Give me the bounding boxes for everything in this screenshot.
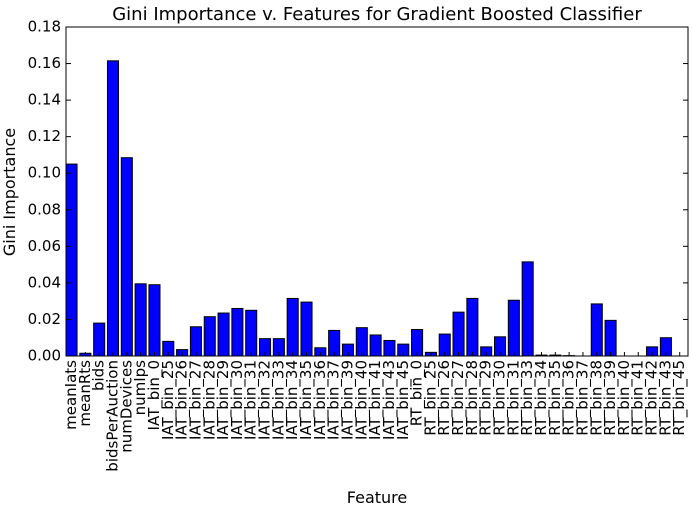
bar-iat-bin-29 xyxy=(218,313,229,356)
bar-rt-bin-38 xyxy=(591,304,602,356)
bar-bids xyxy=(94,323,105,356)
y-tick-label: 0.04 xyxy=(28,273,61,291)
y-tick-label: 0.08 xyxy=(28,200,61,218)
y-tick-label: 0.06 xyxy=(28,237,61,255)
y-tick-label: 0.02 xyxy=(28,310,61,328)
y-tick-label: 0.18 xyxy=(28,18,61,36)
y-tick-label: 0.00 xyxy=(28,347,61,365)
y-tick-label: 0.16 xyxy=(28,54,61,72)
bar-iat-bin-34 xyxy=(287,298,298,356)
y-axis-label: Gini Importance xyxy=(0,128,19,256)
bar-iat-bin-27 xyxy=(190,327,201,356)
y-tick-label: 0.12 xyxy=(28,127,61,145)
bar-bidsperauction xyxy=(107,61,118,356)
chart-title: Gini Importance v. Features for Gradient… xyxy=(112,4,642,25)
bar-iat-bin-30 xyxy=(232,308,243,356)
bar-iat-bin-31 xyxy=(246,310,257,356)
bar-iat-bin-0 xyxy=(149,285,160,356)
bar-iat-bin-35 xyxy=(301,302,312,356)
bar-meaniats xyxy=(66,164,77,356)
x-tick-label: RT_bin_45 xyxy=(670,360,689,436)
x-axis-label: Feature xyxy=(347,488,407,507)
bars xyxy=(66,61,671,356)
bar-rt-bin-27 xyxy=(453,312,464,356)
bar-rt-bin-28 xyxy=(467,298,478,356)
y-tick-label: 0.14 xyxy=(28,91,61,109)
y-tick-label: 0.10 xyxy=(28,164,61,182)
bar-numdevices xyxy=(121,158,132,356)
x-axis-ticks: meanIatsmeanRtsbidsbidsPerAuctionnumDevi… xyxy=(62,352,689,472)
bar-iat-bin-40 xyxy=(356,328,367,356)
bar-rt-bin-31 xyxy=(508,300,519,356)
bar-iat-bin-28 xyxy=(204,317,215,356)
bar-rt-bin-33 xyxy=(522,262,533,356)
bar-rt-bin-39 xyxy=(605,320,616,356)
bar-numips xyxy=(135,284,146,356)
